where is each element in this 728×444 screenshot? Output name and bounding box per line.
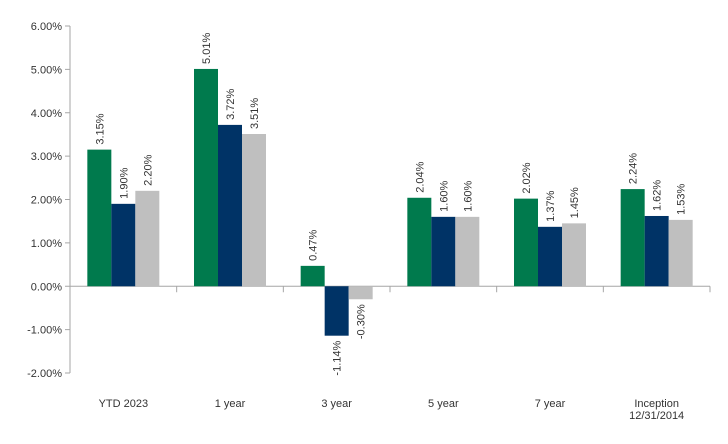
bar [242,134,266,287]
data-label: 5.01% [201,33,213,64]
bar [348,286,373,300]
data-label: 1.90% [118,167,130,198]
y-tick-label: -2.00% [27,368,62,380]
y-tick-label: 3.00% [31,151,62,163]
data-labels: 3.15% 5.01% 0.47% 2.04% 2.02% 2.24% 1.90% 3.72%… [94,33,687,376]
x-category-label: 7 year [535,398,566,410]
bar [668,219,693,287]
bar [135,190,160,287]
data-label: 3.15% [94,113,106,144]
x-category-label: Inception 12/31/2014 [629,398,684,422]
y-tick-label: -1.00% [27,325,62,337]
data-label: 1.37% [545,190,557,221]
y-tick-label: 5.00% [31,64,62,76]
data-label: 1.45% [569,187,581,218]
x-category-label: YTD 2023 [99,398,149,410]
data-label: -1.14% [332,340,344,375]
bar [562,223,586,287]
bar [324,286,349,336]
y-tick-label: 0.00% [31,281,62,293]
bar [538,226,562,287]
bar [194,68,218,287]
y-tick-label: 1.00% [31,238,62,250]
bar [455,216,480,287]
bars [87,68,693,336]
data-label: 1.60% [438,180,450,211]
x-category-label: 5 year [428,398,459,410]
bar [620,189,645,287]
bar [407,197,432,287]
data-label: -0.30% [356,304,368,339]
data-label: 1.62% [652,180,664,211]
data-label: 2.02% [521,162,533,193]
bar [87,149,112,287]
x-category-label: 1 year [215,398,246,410]
bar [514,198,538,287]
bar [431,216,456,287]
bar [644,215,669,287]
data-label: 1.60% [462,180,474,211]
data-label: 1.53% [676,183,688,214]
y-tick-label: 2.00% [31,195,62,207]
data-label: 2.24% [628,153,640,184]
data-label: 2.04% [414,161,426,192]
bar [300,265,325,287]
y-tick-label: 4.00% [31,108,62,120]
data-label: 3.72% [225,88,237,119]
data-label: 0.47% [308,229,320,260]
y-tick-label: 6.00% [31,21,62,33]
axes: -2.00% -1.00% 0.00% 1.00% 2.00% 3.00% 4.00% 5.0… [27,21,711,422]
bar [111,203,136,287]
bar [218,124,242,287]
data-label: 2.20% [142,154,154,185]
x-category-label: 3 year [321,398,352,410]
data-label: 3.51% [249,98,261,129]
